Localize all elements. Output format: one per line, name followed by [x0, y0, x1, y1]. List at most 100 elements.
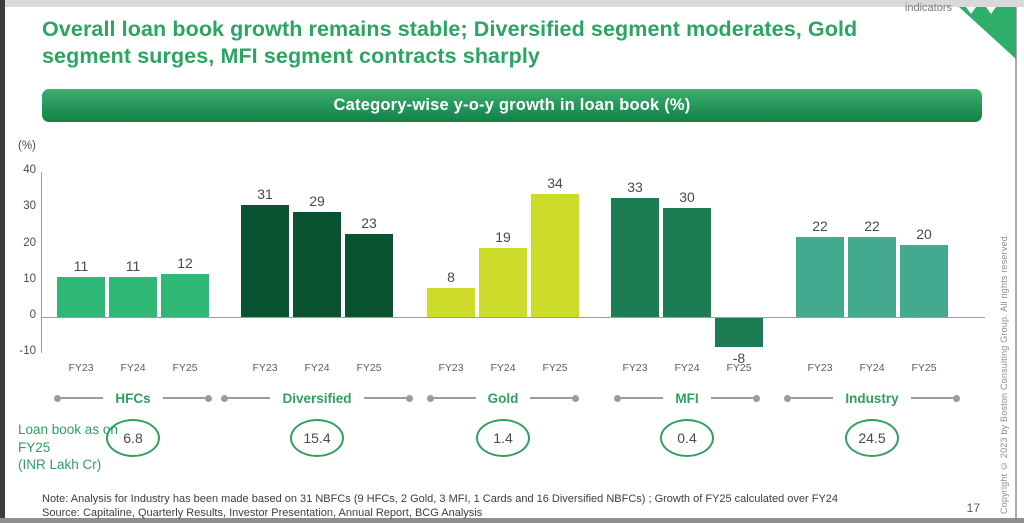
chart-title-banner: Category-wise y-o-y growth in loan book … — [42, 89, 982, 122]
fy-tick-label: FY24 — [490, 362, 516, 374]
bar — [663, 208, 711, 317]
y-tick-label: -10 — [19, 345, 36, 358]
note-line: Note: Analysis for Industry has been mad… — [42, 493, 839, 505]
y-tick-label: 30 — [23, 200, 36, 213]
divider-line — [363, 397, 406, 399]
bar-value-label: 30 — [679, 189, 695, 206]
divider-dot — [204, 394, 212, 402]
loan-book-value-oval: 15.4 — [290, 419, 344, 457]
bar — [293, 212, 341, 317]
category-divider-row: MFI — [557, 390, 817, 406]
bar — [161, 273, 209, 317]
fy-tick-label: FY25 — [911, 362, 937, 374]
bar-value-label: 33 — [627, 178, 643, 195]
divider-line — [621, 397, 664, 399]
category-label: Industry — [845, 390, 899, 406]
bar-value-label: 34 — [547, 174, 563, 191]
divider-line — [162, 397, 205, 399]
divider-dot — [54, 394, 62, 402]
divider-line — [910, 397, 953, 399]
bar — [345, 233, 393, 317]
bar — [479, 248, 527, 317]
loan-book-value-oval: 0.4 — [660, 419, 714, 457]
bar — [715, 318, 763, 347]
fy-tick-label: FY23 — [622, 362, 648, 374]
divider-dot — [405, 394, 413, 402]
divider-line — [710, 397, 753, 399]
bar-value-label: 22 — [864, 218, 880, 235]
fy-tick-label: FY23 — [68, 362, 94, 374]
y-axis-unit-label: (%) — [18, 140, 36, 152]
category-label: MFI — [675, 390, 699, 406]
loan-book-value-oval: 24.5 — [845, 419, 899, 457]
bar-value-label: 22 — [812, 218, 828, 235]
slide-left-edge — [0, 0, 5, 523]
y-tick-label: 20 — [23, 236, 36, 249]
bar-value-label: 29 — [309, 193, 325, 210]
divider-dot — [572, 394, 580, 402]
divider-dot — [426, 394, 434, 402]
fy-tick-label: FY24 — [674, 362, 700, 374]
bar — [796, 237, 844, 317]
bar-value-label: 11 — [73, 258, 89, 275]
y-tick-label: 40 — [23, 164, 36, 177]
bar — [900, 244, 948, 317]
divider-dot — [752, 394, 760, 402]
category-label: Gold — [487, 390, 519, 406]
fy-tick-label: FY25 — [726, 362, 752, 374]
bar — [531, 193, 579, 317]
fy-tick-label: FY23 — [252, 362, 278, 374]
fy-tick-label: FY24 — [304, 362, 330, 374]
fy-tick-label: FY23 — [807, 362, 833, 374]
fy-tick-label: FY25 — [172, 362, 198, 374]
divider-line — [61, 397, 104, 399]
bar — [427, 288, 475, 317]
bar — [241, 204, 289, 317]
category-label: HFCs — [115, 390, 151, 406]
page-number: 17 — [966, 501, 980, 515]
footnotes: Note: Analysis for Industry has been mad… — [42, 492, 942, 521]
window-top-strip — [0, 0, 1024, 7]
fy-tick-label: FY25 — [356, 362, 382, 374]
slide-bottom-edge — [0, 518, 1024, 523]
fy-tick-label: FY24 — [859, 362, 885, 374]
loan-book-value-oval: 6.8 — [106, 419, 160, 457]
fy-tick-label: FY25 — [542, 362, 568, 374]
bar-value-label: 19 — [495, 229, 511, 246]
bar-value-label: 8 — [447, 269, 455, 286]
divider-line — [791, 397, 834, 399]
y-tick-label: 10 — [23, 272, 36, 285]
category-divider-row: Industry — [742, 390, 1002, 406]
x-axis-baseline — [41, 317, 985, 318]
bar-value-label: 31 — [257, 185, 273, 202]
category-divider-row: Gold — [373, 390, 633, 406]
bar-value-label: 20 — [916, 225, 932, 242]
green-corner-triangle-icon — [959, 7, 1016, 64]
loan-book-caption: Loan book as on FY25 (INR Lakh Cr) — [18, 422, 118, 473]
bar — [57, 277, 105, 317]
fy-tick-label: FY23 — [438, 362, 464, 374]
slide-right-border — [1015, 7, 1017, 518]
divider-dot — [784, 394, 792, 402]
indicators-label: indicators — [904, 2, 952, 14]
source-line: Source: Capitaline, Quarterly Results, I… — [42, 507, 483, 520]
divider-dot — [614, 394, 622, 402]
y-tick-label: 0 — [29, 309, 36, 321]
slide-title: Overall loan book growth remains stable;… — [42, 17, 858, 69]
fy-tick-label: FY24 — [120, 362, 146, 374]
divider-line — [433, 397, 476, 399]
loan-book-value-oval: 1.4 — [476, 419, 530, 457]
bar-value-label: 12 — [177, 254, 193, 271]
bar — [109, 277, 157, 317]
y-axis-line — [41, 172, 42, 353]
divider-line — [228, 397, 271, 399]
divider-dot — [221, 394, 229, 402]
bar — [848, 237, 896, 317]
divider-line — [530, 397, 573, 399]
divider-dot — [952, 394, 960, 402]
category-divider-row: HFCs — [3, 390, 263, 406]
category-divider-row: Diversified — [187, 390, 447, 406]
bar-value-label: 11 — [125, 258, 141, 275]
bar — [611, 197, 659, 317]
